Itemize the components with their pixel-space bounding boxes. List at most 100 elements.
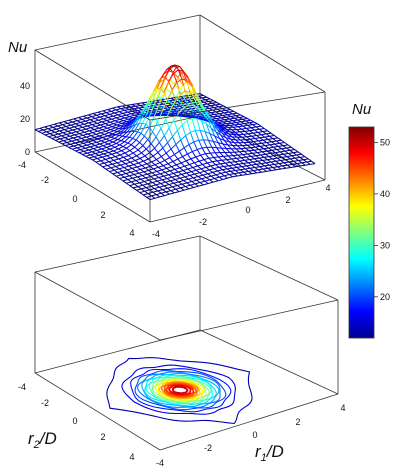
surface-segment bbox=[271, 169, 277, 172]
surface-segment bbox=[200, 99, 206, 101]
surface-segment bbox=[71, 139, 77, 142]
surface-segment bbox=[164, 193, 170, 197]
surface-segment bbox=[248, 132, 254, 135]
surface-segment bbox=[175, 164, 181, 169]
surface-segment bbox=[141, 187, 147, 190]
surface-segment bbox=[119, 178, 124, 182]
surface-segment bbox=[191, 118, 196, 131]
contour-line bbox=[154, 378, 206, 402]
surface-segment bbox=[149, 164, 156, 167]
surface-segment bbox=[300, 164, 306, 167]
surface-segment bbox=[132, 176, 138, 179]
surface-segment bbox=[246, 135, 252, 138]
surface-segment bbox=[219, 152, 224, 157]
contour-line bbox=[160, 381, 199, 399]
surface-segment bbox=[220, 128, 226, 132]
surface-segment bbox=[264, 156, 270, 158]
surface-segment bbox=[195, 93, 202, 103]
surface-segment bbox=[160, 128, 165, 136]
surface-segment bbox=[258, 168, 264, 171]
surface-segment bbox=[131, 117, 137, 121]
surface-segment bbox=[95, 161, 100, 165]
surface-segment bbox=[187, 153, 192, 160]
surface-segment bbox=[263, 147, 269, 150]
surface-segment bbox=[112, 114, 119, 117]
surface-segment bbox=[257, 131, 263, 133]
surface-segment bbox=[167, 163, 172, 168]
surface-segment bbox=[130, 124, 137, 132]
surface-segment bbox=[210, 175, 215, 179]
contour-line bbox=[134, 370, 227, 411]
surface-segment bbox=[310, 163, 316, 165]
surface-segment bbox=[156, 88, 162, 92]
surface-segment bbox=[165, 190, 172, 193]
surface-segment bbox=[120, 164, 125, 168]
surface-segment bbox=[221, 159, 227, 161]
surface-segment bbox=[217, 169, 223, 172]
surface-segment bbox=[145, 165, 151, 169]
contour-line bbox=[121, 364, 236, 415]
surface-segment bbox=[222, 168, 228, 171]
surface-segment bbox=[245, 147, 251, 149]
surface-segment bbox=[77, 134, 84, 138]
surface-segment bbox=[72, 147, 78, 150]
surface-segment bbox=[175, 90, 180, 98]
surface-segment bbox=[204, 169, 210, 172]
surface-segment bbox=[115, 175, 120, 179]
surface-segment bbox=[213, 106, 219, 109]
surface-segment bbox=[215, 131, 222, 136]
surface-segment bbox=[250, 146, 256, 149]
surface-segment bbox=[171, 166, 176, 170]
top-r1-tick-label: 4 bbox=[325, 183, 330, 193]
surface-segment bbox=[228, 110, 234, 113]
surface-segment bbox=[168, 73, 174, 82]
surface-segment bbox=[120, 163, 126, 166]
surface-segment bbox=[102, 155, 108, 158]
surface-segment bbox=[197, 176, 202, 180]
surface-segment bbox=[212, 102, 217, 104]
surface-segment bbox=[79, 131, 85, 135]
surface-segment bbox=[78, 115, 84, 118]
surface-segment bbox=[180, 115, 186, 118]
surface-segment bbox=[237, 174, 243, 177]
surface-segment bbox=[95, 151, 101, 154]
surface-segment bbox=[161, 78, 166, 89]
surface-segment bbox=[177, 72, 182, 78]
surface-segment bbox=[78, 123, 85, 126]
surface-segment bbox=[130, 112, 136, 115]
surface-segment bbox=[211, 161, 216, 165]
surface-segment bbox=[93, 146, 99, 150]
surface-segment bbox=[252, 143, 257, 146]
surface-segment bbox=[202, 103, 208, 106]
surface-segment bbox=[280, 167, 286, 170]
surface-segment bbox=[160, 107, 166, 110]
surface-segment bbox=[227, 113, 233, 116]
surface-segment bbox=[168, 81, 173, 90]
surface-segment bbox=[154, 164, 159, 168]
surface-segment bbox=[175, 94, 181, 102]
surface-segment bbox=[82, 152, 88, 155]
surface-segment bbox=[198, 160, 203, 165]
surface-segment bbox=[203, 101, 209, 103]
surface-segment bbox=[172, 161, 177, 166]
surface-segment bbox=[83, 149, 89, 152]
surface-segment bbox=[114, 118, 121, 122]
surface-segment bbox=[179, 177, 184, 181]
surface-segment bbox=[164, 106, 170, 110]
surface-segment bbox=[102, 109, 108, 112]
surface-segment bbox=[157, 189, 163, 192]
surface-segment bbox=[249, 167, 255, 169]
surface-segment bbox=[121, 121, 127, 124]
surface-segment bbox=[185, 184, 191, 187]
surface-segment bbox=[212, 124, 218, 131]
surface-segment bbox=[170, 144, 177, 150]
surface-segment bbox=[93, 119, 99, 122]
surface-segment bbox=[121, 147, 127, 152]
surface-segment bbox=[210, 164, 216, 167]
surface-segment bbox=[169, 168, 176, 172]
surface-segment bbox=[143, 193, 149, 196]
top-r2-tick-label: 4 bbox=[129, 228, 134, 238]
surface-segment bbox=[296, 153, 302, 156]
surface-segment bbox=[142, 175, 146, 179]
surface-segment bbox=[130, 139, 137, 146]
